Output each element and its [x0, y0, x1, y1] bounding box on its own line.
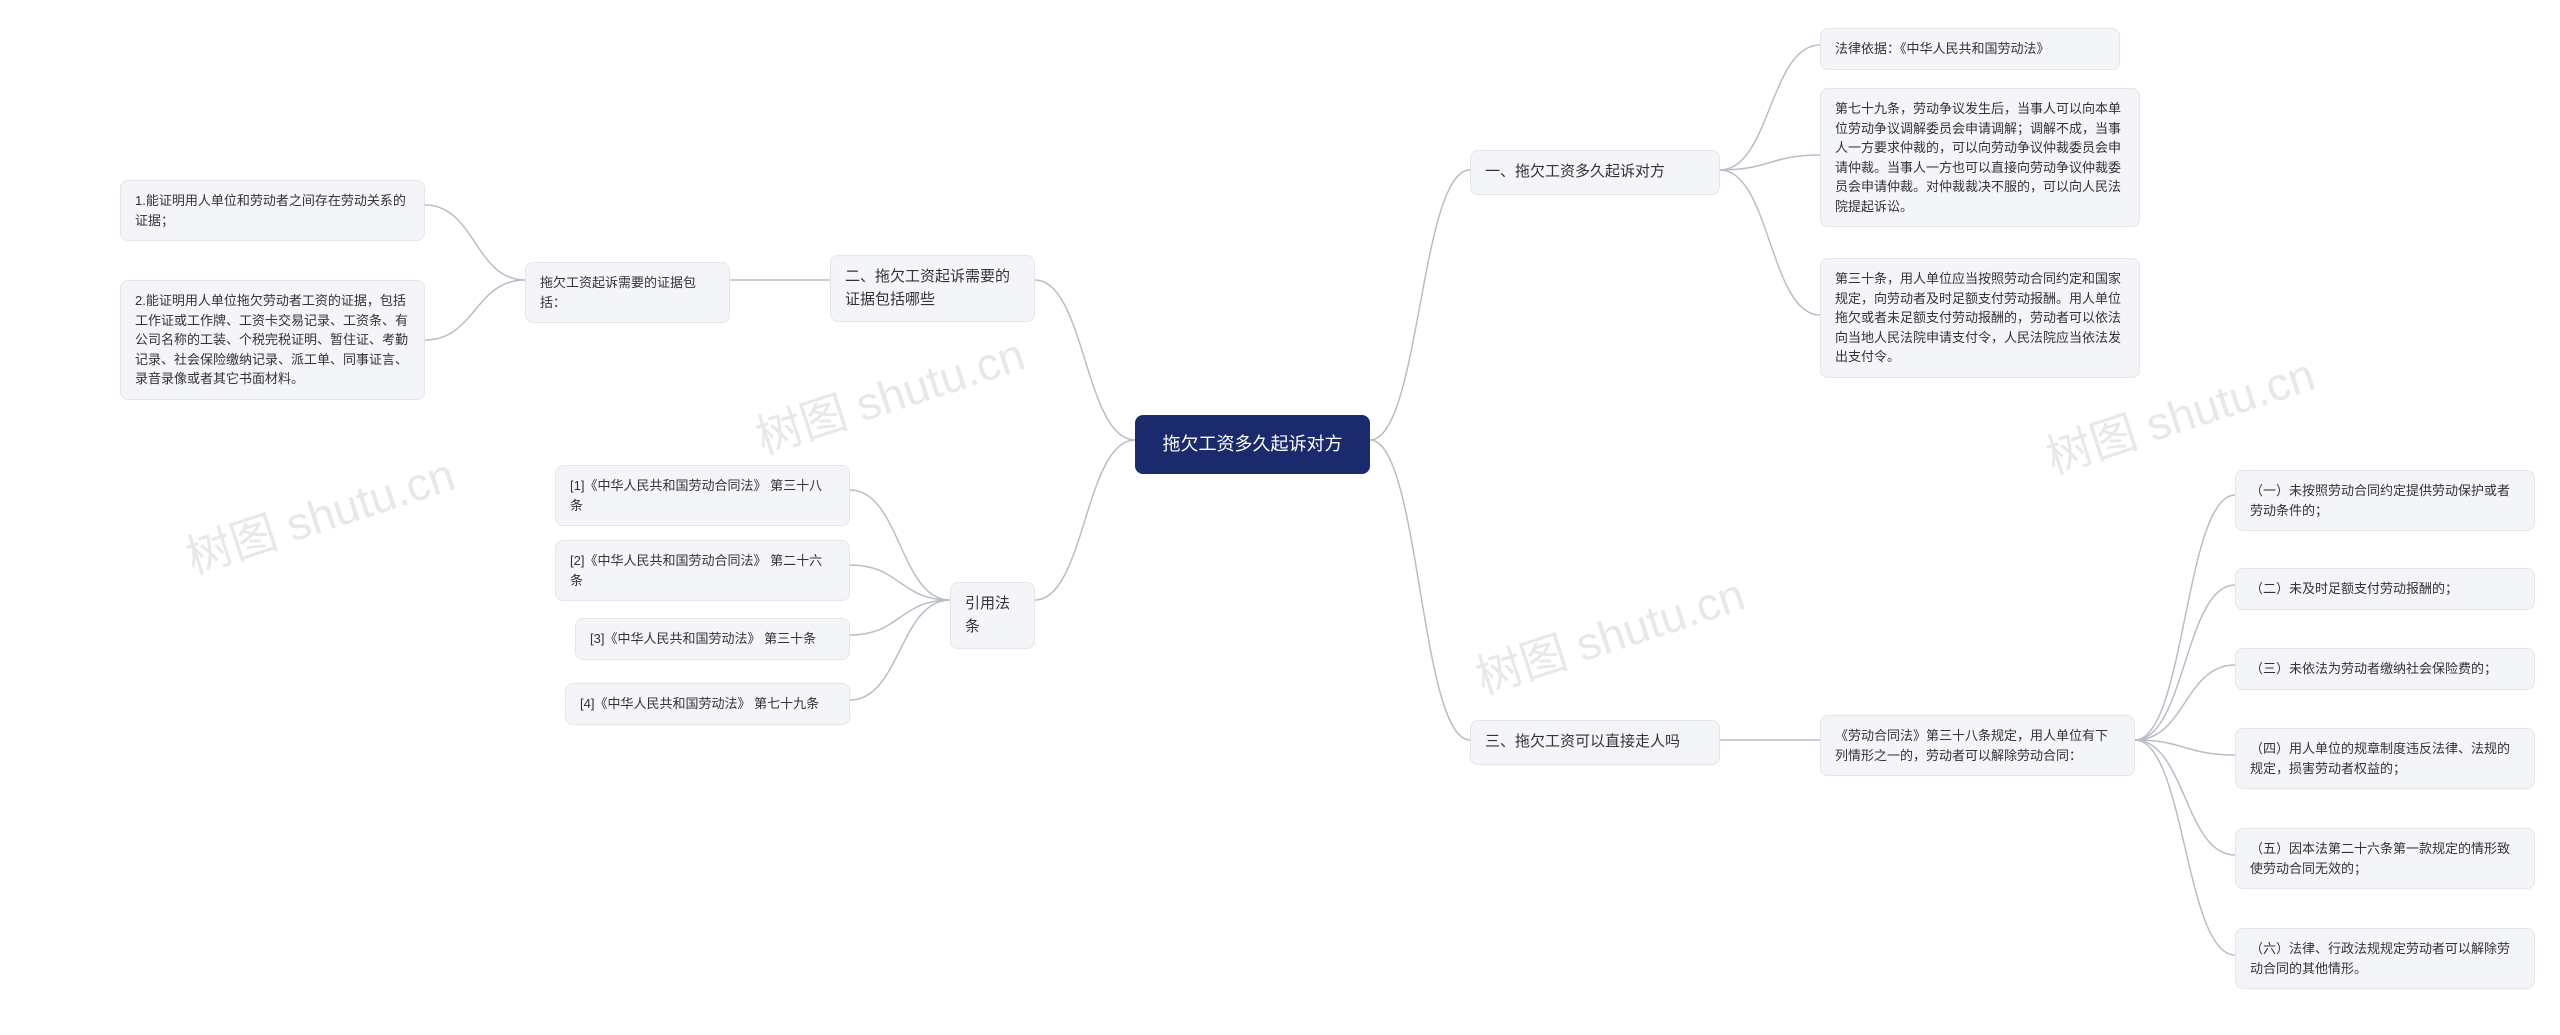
leaf-s3-i4: （四）用人单位的规章制度违反法律、法规的规定，损害劳动者权益的； — [2235, 728, 2535, 789]
leaf-cite-3: [3]《中华人民共和国劳动法》 第三十条 — [575, 618, 850, 660]
leaf-s3-i5: （五）因本法第二十六条第一款规定的情形致使劳动合同无效的； — [2235, 828, 2535, 889]
watermark: 树图 shutu.cn — [747, 319, 1032, 468]
leaf-cite-1: [1]《中华人民共和国劳动合同法》 第三十八条 — [555, 465, 850, 526]
leaf-s3-i3: （三）未依法为劳动者缴纳社会保险费的； — [2235, 648, 2535, 690]
connector-layer — [0, 0, 2560, 1035]
leaf-s3-i1: （一）未按照劳动合同约定提供劳动保护或者劳动条件的； — [2235, 470, 2535, 531]
leaf-s2-e1: 1.能证明用人单位和劳动者之间存在劳动关系的证据； — [120, 180, 425, 241]
leaf-s3-i6: （六）法律、行政法规规定劳动者可以解除劳动合同的其他情形。 — [2235, 928, 2535, 989]
leaf-cite-2: [2]《中华人民共和国劳动合同法》 第二十六条 — [555, 540, 850, 601]
leaf-s1-b: 第七十九条，劳动争议发生后，当事人可以向本单位劳动争议调解委员会申请调解；调解不… — [1820, 88, 2140, 227]
branch-section3: 三、拖欠工资可以直接走人吗 — [1470, 720, 1720, 765]
branch-citations: 引用法条 — [950, 582, 1035, 649]
leaf-s1-c: 第三十条，用人单位应当按照劳动合同约定和国家规定，向劳动者及时足额支付劳动报酬。… — [1820, 258, 2140, 378]
branch-section1: 一、拖欠工资多久起诉对方 — [1470, 150, 1720, 195]
branch-section2: 二、拖欠工资起诉需要的证据包括哪些 — [830, 255, 1035, 322]
leaf-s1-a: 法律依据：《中华人民共和国劳动法》 — [1820, 28, 2120, 70]
watermark: 树图 shutu.cn — [1467, 559, 1752, 708]
watermark: 树图 shutu.cn — [177, 439, 462, 588]
leaf-cite-4: [4]《中华人民共和国劳动法》 第七十九条 — [565, 683, 850, 725]
leaf-s3-i2: （二）未及时足额支付劳动报酬的； — [2235, 568, 2535, 610]
root-node: 拖欠工资多久起诉对方 — [1135, 415, 1370, 474]
leaf-s3-childlabel: 《劳动合同法》第三十八条规定，用人单位有下列情形之一的，劳动者可以解除劳动合同： — [1820, 715, 2135, 776]
leaf-s2-e2: 2.能证明用人单位拖欠劳动者工资的证据，包括工作证或工作牌、工资卡交易记录、工资… — [120, 280, 425, 400]
leaf-s2-childlabel: 拖欠工资起诉需要的证据包括： — [525, 262, 730, 323]
